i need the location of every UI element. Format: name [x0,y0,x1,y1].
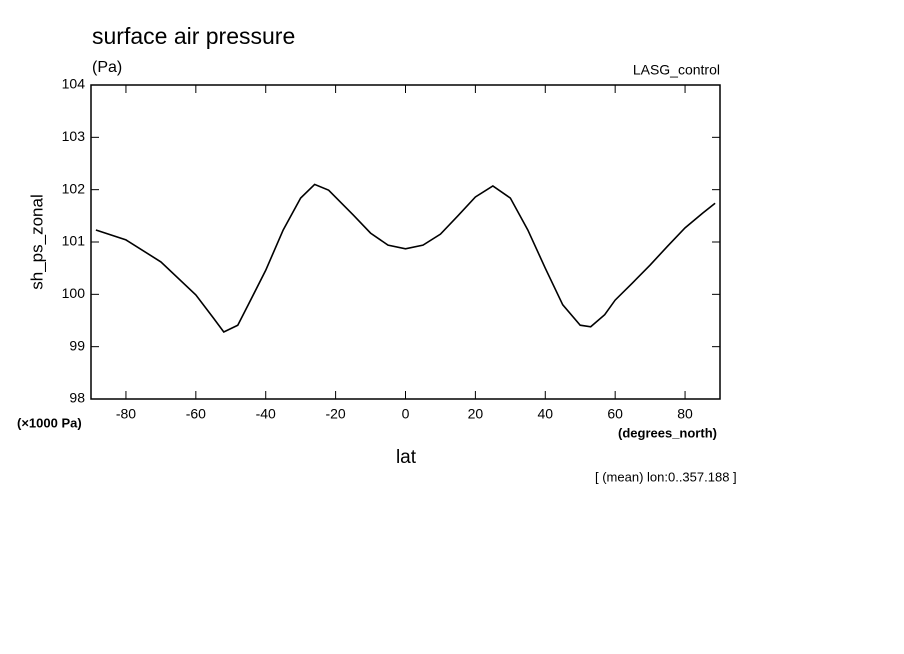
x-tick-label: -40 [256,406,276,422]
y-tick-label: 101 [62,233,86,249]
x-tick-label: 80 [677,406,693,422]
x-tick-label: 20 [468,406,484,422]
y-unit-label: (×1000 Pa) [17,415,82,430]
y-tick-label: 102 [62,180,86,196]
y-tick-label: 99 [69,337,85,353]
y-tick-label: 100 [62,285,86,301]
x-unit-label: (degrees_north) [618,425,717,440]
x-tick-label: 0 [402,406,410,422]
data-line [95,183,716,334]
x-axis-label: lat [396,447,417,468]
y-tick-label: 103 [62,128,86,144]
x-tick-label: 40 [537,406,553,422]
chart-title: surface air pressure [92,23,295,49]
annotation: LASG_control [633,62,720,78]
x-tick-label: 60 [607,406,623,422]
footnote: [ (mean) lon:0..357.188 ] [595,469,737,484]
y-axis-label: sh_ps_zonal [27,194,46,289]
y-tick-label: 98 [69,390,85,406]
y-tick-label: 104 [62,76,86,92]
chart-subtitle: (Pa) [92,59,122,76]
x-tick-label: -60 [186,406,206,422]
x-tick-label: -80 [116,406,136,422]
x-tick-label: -20 [325,406,345,422]
plot-frame [90,84,721,400]
